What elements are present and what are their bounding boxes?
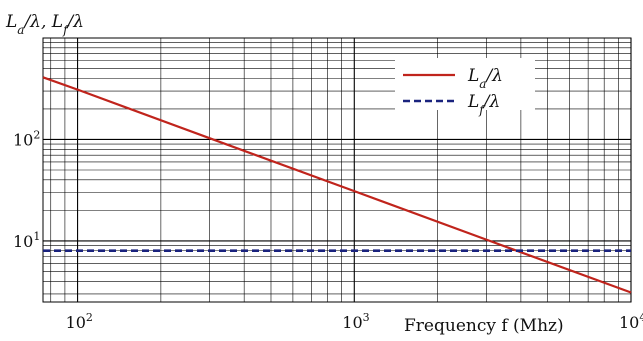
series-layer bbox=[42, 76, 632, 294]
legend-label-1: La/λ bbox=[467, 66, 503, 91]
minor-grid bbox=[43, 38, 631, 302]
y-tick-label: 101 bbox=[13, 230, 40, 251]
tick-labels: 102 103 104 101 102 bbox=[13, 128, 643, 332]
legend-label-2: Lf/λ bbox=[467, 92, 500, 117]
legend: La/λLf/λ bbox=[395, 58, 535, 117]
plot-frame bbox=[42, 37, 632, 303]
y-axis-label: La/λ, Lf/λ bbox=[5, 12, 84, 37]
x-axis-label: Frequency f (Mhz) bbox=[404, 316, 564, 336]
series-line-1 bbox=[42, 76, 632, 294]
x-tick-label: 103 bbox=[342, 311, 369, 332]
y-tick-label: 102 bbox=[13, 128, 40, 149]
x-tick-label: 102 bbox=[66, 311, 93, 332]
x-tick-label: 104 bbox=[619, 311, 643, 332]
